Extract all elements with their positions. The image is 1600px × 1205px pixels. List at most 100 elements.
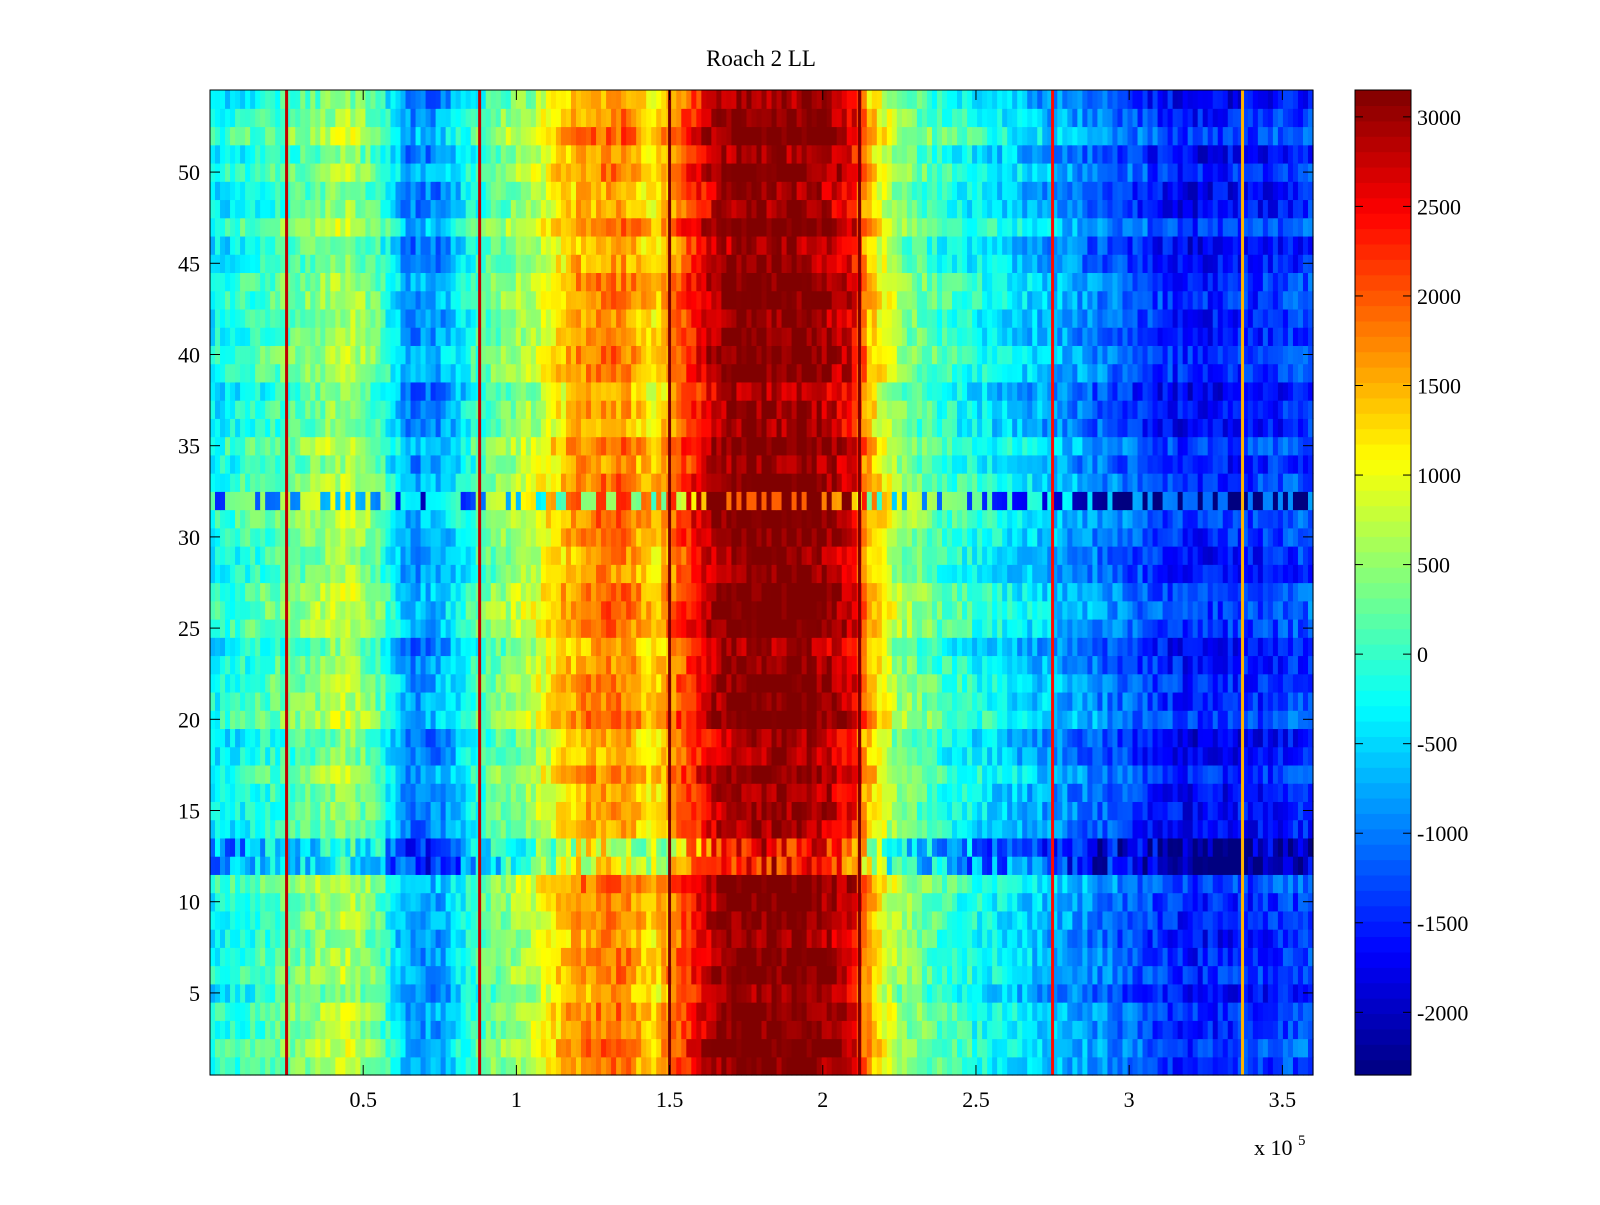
heatmap-cell bbox=[736, 746, 743, 766]
heatmap-cell bbox=[385, 1038, 392, 1058]
heatmap-cell bbox=[901, 837, 908, 857]
heatmap-cell bbox=[756, 673, 763, 693]
heatmap-cell bbox=[1237, 710, 1244, 730]
heatmap-cell bbox=[656, 746, 662, 766]
heatmap-cell bbox=[265, 1038, 271, 1058]
heatmap-cell bbox=[1242, 910, 1249, 930]
heatmap-cell bbox=[1062, 910, 1068, 930]
heatmap-cell bbox=[771, 929, 778, 948]
heatmap-cell bbox=[696, 783, 702, 802]
heatmap-cell bbox=[656, 764, 662, 784]
heatmap-cell bbox=[1257, 728, 1264, 748]
heatmap-cell bbox=[656, 856, 662, 875]
heatmap-cell bbox=[550, 910, 557, 930]
heatmap-cell bbox=[250, 892, 256, 912]
heatmap-cell bbox=[926, 892, 933, 912]
heatmap-cell bbox=[641, 783, 647, 802]
heatmap-cell bbox=[771, 874, 778, 894]
heatmap-cell bbox=[430, 1002, 437, 1021]
heatmap-cell bbox=[230, 856, 236, 875]
heatmap-cell bbox=[636, 673, 642, 693]
heatmap-cell bbox=[520, 691, 527, 711]
heatmap-cell bbox=[1152, 746, 1159, 766]
heatmap-cell bbox=[460, 655, 467, 675]
heatmap-cell bbox=[1257, 874, 1264, 894]
heatmap-cell bbox=[1137, 1056, 1144, 1076]
heatmap-cell bbox=[385, 1056, 392, 1076]
heatmap-cell bbox=[801, 746, 808, 766]
heatmap-cell bbox=[726, 728, 733, 748]
heatmap-cell bbox=[485, 874, 492, 894]
heatmap-cell bbox=[1167, 947, 1174, 967]
heatmap-cell bbox=[836, 947, 843, 967]
heatmap-cell bbox=[230, 819, 236, 839]
heatmap-cell bbox=[1012, 1020, 1018, 1040]
heatmap-cell bbox=[480, 783, 487, 802]
heatmap-cell bbox=[1002, 856, 1008, 875]
heatmap-cell bbox=[1182, 1038, 1189, 1058]
heatmap-cell bbox=[806, 874, 813, 894]
heatmap-cell bbox=[962, 801, 968, 821]
heatmap-cell bbox=[265, 819, 271, 839]
heatmap-cell bbox=[1092, 874, 1099, 894]
heatmap-cell bbox=[560, 710, 567, 730]
heatmap-cell bbox=[691, 655, 697, 675]
heatmap-cell bbox=[576, 746, 582, 766]
heatmap-cell bbox=[440, 819, 447, 839]
heatmap-cell bbox=[1237, 673, 1244, 693]
heatmap-cell bbox=[1207, 764, 1214, 784]
heatmap-cell bbox=[651, 983, 657, 1003]
heatmap-cell bbox=[1147, 710, 1154, 730]
heatmap-cell bbox=[375, 929, 382, 948]
heatmap-cell bbox=[1057, 1038, 1063, 1058]
heatmap-cell bbox=[1292, 1002, 1299, 1021]
heatmap-cell bbox=[520, 783, 527, 802]
heatmap-cell bbox=[676, 801, 682, 821]
heatmap-cell bbox=[756, 710, 763, 730]
heatmap-cell bbox=[405, 856, 412, 875]
heatmap-cell bbox=[581, 929, 587, 948]
heatmap-cell bbox=[235, 929, 241, 948]
heatmap-cell bbox=[1102, 1020, 1109, 1040]
heatmap-cell bbox=[1097, 746, 1104, 766]
heatmap-cell bbox=[1062, 673, 1068, 693]
heatmap-cell bbox=[1102, 983, 1109, 1003]
heatmap-cell bbox=[786, 910, 793, 930]
heatmap-cell bbox=[465, 892, 472, 912]
heatmap-cell bbox=[1052, 947, 1058, 967]
heatmap-cell bbox=[1222, 910, 1229, 930]
heatmap-cell bbox=[250, 874, 256, 894]
heatmap-cell bbox=[265, 710, 271, 730]
heatmap-cell bbox=[550, 965, 557, 985]
heatmap-cell bbox=[681, 856, 687, 875]
heatmap-cell bbox=[1072, 819, 1078, 839]
heatmap-cell bbox=[1292, 965, 1299, 985]
heatmap-cell bbox=[300, 764, 306, 784]
heatmap-cell bbox=[335, 783, 341, 802]
heatmap-cell bbox=[1292, 691, 1299, 711]
heatmap-cell bbox=[295, 1038, 301, 1058]
heatmap-cell bbox=[952, 801, 958, 821]
heatmap-cell bbox=[1097, 801, 1104, 821]
heatmap-cell bbox=[1007, 1038, 1013, 1058]
heatmap-cell bbox=[555, 837, 562, 857]
heatmap-cell bbox=[405, 1056, 412, 1076]
heatmap-cell bbox=[390, 910, 397, 930]
heatmap-cell bbox=[1042, 1020, 1048, 1040]
heatmap-cell bbox=[896, 728, 903, 748]
heatmap-cell bbox=[591, 728, 597, 748]
heatmap-cell bbox=[1147, 1002, 1154, 1021]
heatmap-cell bbox=[941, 673, 948, 693]
heatmap-cell bbox=[485, 983, 492, 1003]
heatmap-cell bbox=[340, 801, 346, 821]
heatmap-cell bbox=[240, 728, 246, 748]
heatmap-cell bbox=[350, 910, 356, 930]
heatmap-cell bbox=[540, 764, 547, 784]
heatmap-cell bbox=[1292, 947, 1299, 967]
heatmap-cell bbox=[280, 710, 286, 730]
heatmap-cell bbox=[330, 783, 336, 802]
heatmap-cell bbox=[245, 746, 251, 766]
heatmap-cell bbox=[370, 819, 377, 839]
heatmap-cell bbox=[781, 746, 788, 766]
heatmap-cell bbox=[926, 983, 933, 1003]
